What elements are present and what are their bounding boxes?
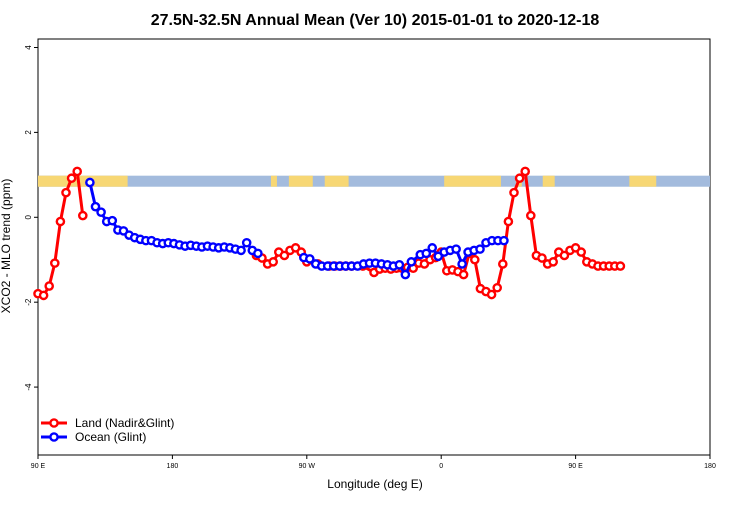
series-layer [33, 166, 626, 301]
y-tick-label: -2 [24, 298, 33, 306]
data-point [61, 187, 71, 198]
data-point [107, 215, 118, 226]
data-point [475, 244, 485, 254]
series-ocean [85, 177, 509, 280]
data-point [236, 245, 246, 256]
data-point [548, 257, 559, 267]
x-tick-label: 90 E [568, 463, 583, 470]
legend-label: Land (Nadir&Glint) [75, 416, 174, 430]
series-line [255, 167, 621, 297]
data-point [44, 281, 55, 291]
legend-label: Ocean (Glint) [75, 430, 146, 444]
data-point [400, 269, 411, 280]
ocean-band-segment [38, 175, 710, 187]
chart-title: 27.5N-32.5N Annual Mean (Ver 10) 2015-01… [151, 12, 600, 29]
y-tick-label: 2 [24, 130, 33, 135]
data-point [457, 259, 467, 269]
plot-area-frame [37, 38, 711, 456]
data-point [576, 247, 587, 257]
data-point [615, 261, 626, 271]
land-band-segment [38, 175, 128, 187]
data-point [85, 177, 95, 188]
x-axis-ticks: 90 E 180 90 W 0 90 E 180 [31, 455, 716, 470]
data-point [559, 250, 570, 261]
data-point [55, 216, 66, 227]
land-band-segment [324, 175, 349, 187]
data-point [503, 216, 514, 227]
data-point [50, 258, 60, 268]
data-point [509, 187, 519, 198]
y-axis-ticks: 4 2 0 -2 -4 [24, 45, 38, 391]
data-point [38, 290, 49, 301]
land-band-segment [444, 175, 501, 187]
land-band-segment [542, 175, 555, 187]
data-point [514, 173, 525, 184]
data-point [78, 210, 88, 221]
data-point [427, 243, 438, 253]
data-point [520, 166, 531, 177]
data-point [268, 257, 279, 267]
x-tick-label: 180 [167, 463, 179, 470]
data-point [72, 166, 82, 177]
data-point [433, 251, 444, 262]
data-point [469, 254, 480, 265]
data-point [492, 282, 503, 293]
y-tick-label: -4 [24, 383, 33, 391]
x-tick-label: 0 [439, 463, 443, 470]
legend-swatch-marker [49, 418, 59, 428]
data-point [406, 257, 417, 267]
series-line [37, 167, 85, 298]
data-point [497, 259, 508, 269]
land-band-segment [288, 175, 313, 187]
y-tick-label: 0 [24, 215, 33, 220]
data-point [499, 235, 509, 246]
x-axis-label: Longitude (deg E) [327, 477, 422, 491]
legend: Land (Nadir&Glint)Ocean (Glint) [41, 416, 174, 444]
data-point [394, 260, 405, 270]
data-point [486, 289, 497, 300]
data-point [304, 254, 315, 264]
data-point [96, 207, 106, 217]
legend-swatch-marker [49, 432, 59, 442]
land-band-segment [629, 175, 657, 187]
x-tick-label: 90 W [299, 463, 316, 470]
data-point [253, 248, 263, 259]
land-band-segment [270, 175, 277, 187]
y-axis-label: XCO2 - MLO trend (ppm) [0, 179, 13, 314]
x-tick-label: 180 [704, 463, 716, 470]
data-point [66, 173, 77, 184]
y-tick-label: 4 [24, 45, 33, 50]
data-point [90, 201, 101, 212]
data-point [451, 244, 461, 254]
land-ocean-band [38, 175, 710, 187]
data-point [241, 237, 252, 248]
data-point [458, 269, 469, 280]
data-point [537, 253, 547, 263]
x-tick-label: 90 E [31, 463, 46, 470]
data-point [279, 250, 290, 261]
data-point [421, 248, 432, 259]
data-point [526, 210, 536, 221]
